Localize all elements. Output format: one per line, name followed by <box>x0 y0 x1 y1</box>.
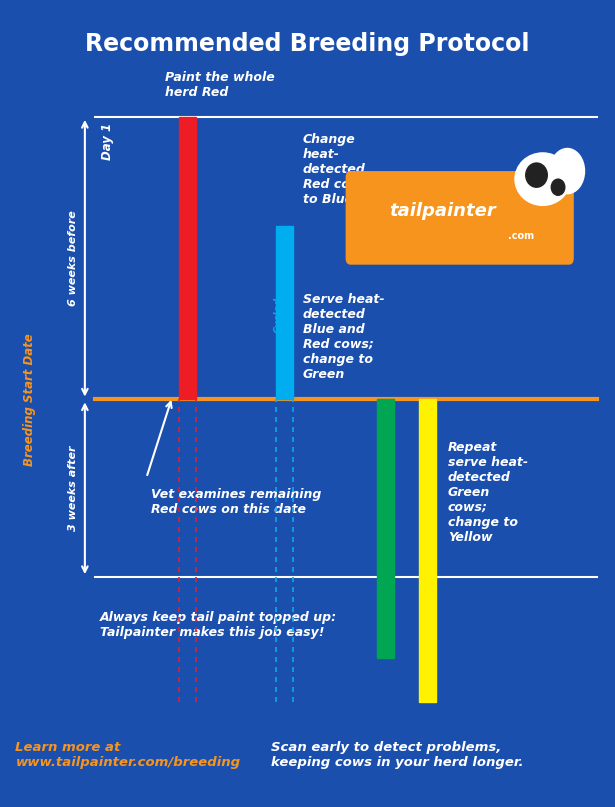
Text: Day 1: Day 1 <box>101 123 114 160</box>
Text: Always keep tail paint topped up:
Tailpainter makes this job easy!: Always keep tail paint topped up: Tailpa… <box>100 612 338 639</box>
Text: Breeding Start Date: Breeding Start Date <box>23 333 36 466</box>
Text: Served: Served <box>381 509 391 548</box>
FancyBboxPatch shape <box>346 171 574 265</box>
Ellipse shape <box>515 153 570 205</box>
Text: .com: .com <box>508 231 534 240</box>
Text: Not Cycled: Not Cycled <box>183 228 192 288</box>
Text: Scan early to detect problems,
keeping cows in your herd longer.: Scan early to detect problems, keeping c… <box>271 741 523 768</box>
Text: Cycled,
not Served: Cycled, not Served <box>273 282 295 343</box>
Bar <box>276 226 293 399</box>
Text: tailpainter: tailpainter <box>389 203 496 220</box>
Text: 3 weeks after: 3 weeks after <box>68 445 77 531</box>
Text: Repeating: Repeating <box>423 523 432 579</box>
Bar <box>377 399 394 658</box>
Text: Recommended Breeding Protocol: Recommended Breeding Protocol <box>85 32 530 56</box>
Circle shape <box>550 148 584 194</box>
Ellipse shape <box>526 163 547 187</box>
Text: Vet examines remaining
Red cows on this date: Vet examines remaining Red cows on this … <box>151 488 321 516</box>
Ellipse shape <box>551 179 565 195</box>
Text: Learn more at
www.tailpainter.com/breeding: Learn more at www.tailpainter.com/breedi… <box>15 741 240 768</box>
Text: 6 weeks before: 6 weeks before <box>68 211 77 306</box>
Text: Change
heat-
detected
Red cows
to Blue: Change heat- detected Red cows to Blue <box>303 133 368 206</box>
Text: Serve heat-
detected
Blue and
Red cows;
change to
Green: Serve heat- detected Blue and Red cows; … <box>303 293 384 382</box>
Bar <box>179 117 196 399</box>
Text: Paint the whole
herd Red: Paint the whole herd Red <box>165 71 274 98</box>
Text: Repeat
serve heat-
detected
Green
cows;
change to
Yellow: Repeat serve heat- detected Green cows; … <box>448 441 528 544</box>
Bar <box>419 399 436 702</box>
